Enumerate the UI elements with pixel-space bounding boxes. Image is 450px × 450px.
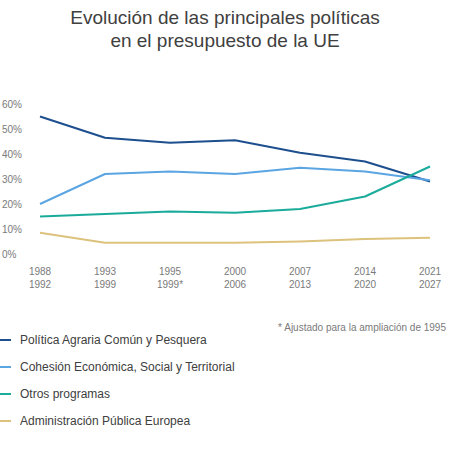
title: Evolución de las principales políticasen…: [70, 7, 379, 51]
series-line: [40, 233, 430, 243]
x-tick-label: 20142020: [354, 266, 377, 290]
legend-label: Política Agraria Común y Pesquera: [20, 333, 207, 347]
y-tick-label: 20%: [2, 199, 22, 210]
legend-label: Administración Pública Europea: [20, 414, 190, 428]
x-axis: 19881992 19931999 19951999* 20002006 2007201…: [29, 266, 442, 290]
y-tick-label: 0%: [2, 249, 17, 260]
series-line: [40, 167, 430, 217]
y-axis: 0% 10% 20% 30% 40% 50% 60%: [2, 99, 22, 260]
legend-swatch: [0, 393, 11, 395]
x-tick-label: 19881992: [29, 266, 52, 290]
legend: Política Agraria Común y Pesquera Cohesió…: [0, 333, 235, 428]
plot-area: [40, 117, 430, 243]
y-tick-label: 30%: [2, 174, 22, 185]
x-tick-label: 20002006: [224, 266, 247, 290]
legend-swatch: [0, 420, 11, 422]
x-tick-label: 20212027: [419, 266, 442, 290]
x-tick-label: 19951999*: [157, 266, 183, 290]
legend-label: Cohesión Económica, Social y Territorial: [20, 360, 235, 374]
legend-swatch: [0, 339, 11, 341]
x-tick-label: 19931999: [94, 266, 117, 290]
y-tick-label: 50%: [2, 124, 22, 135]
chart: Evolución de las principales políticasen…: [0, 0, 450, 450]
legend-label: Otros programas: [20, 387, 110, 401]
y-tick-label: 40%: [2, 149, 22, 160]
y-tick-label: 10%: [2, 224, 22, 235]
legend-swatch: [0, 366, 11, 368]
series-line: [40, 168, 430, 204]
y-tick-label: 60%: [2, 99, 22, 110]
annotation: * Ajustado para la ampliación de 1995: [278, 322, 446, 333]
x-tick-label: 20072013: [289, 266, 312, 290]
